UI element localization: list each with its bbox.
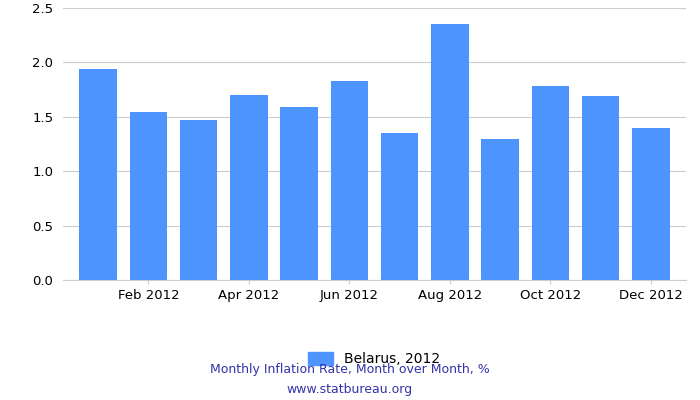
Bar [582, 96, 620, 280]
Bar [280, 107, 318, 280]
Bar [482, 138, 519, 280]
Bar [230, 95, 267, 280]
Text: Monthly Inflation Rate, Month over Month, %: Monthly Inflation Rate, Month over Month… [210, 364, 490, 376]
Bar [330, 81, 368, 280]
Bar [632, 128, 670, 280]
Bar [130, 112, 167, 280]
Bar [431, 24, 469, 280]
Bar [531, 86, 569, 280]
Bar [79, 69, 117, 280]
Bar [180, 120, 218, 280]
Bar [381, 133, 419, 280]
Legend: Belarus, 2012: Belarus, 2012 [303, 347, 446, 372]
Text: www.statbureau.org: www.statbureau.org [287, 384, 413, 396]
